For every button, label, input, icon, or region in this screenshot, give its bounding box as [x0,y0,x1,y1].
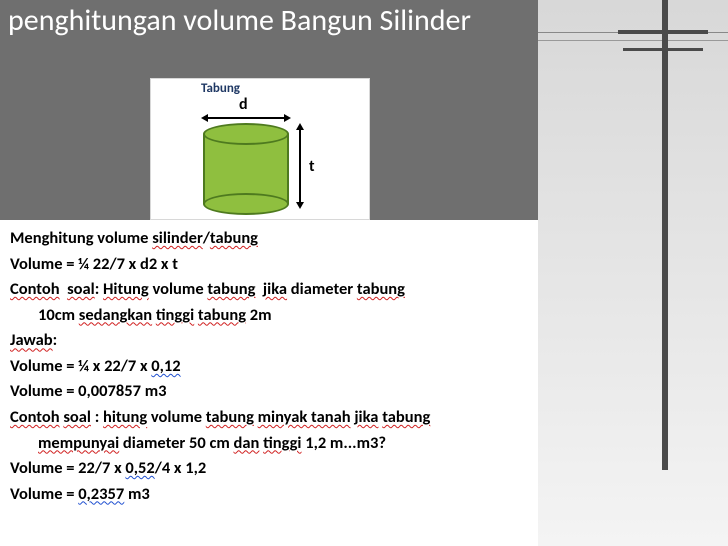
page-title: penghitungan volume Bangun Silinder [8,4,471,39]
line-1: Menghitung volume silinder/tabung [10,226,528,252]
t-arrow-icon [299,125,301,207]
figure-label-t: t [309,157,315,176]
line-7: Volume = 0,007857 m3 [10,379,528,405]
d-arrow-icon [203,117,289,119]
line-6: Volume = ¼ x 22/7 x 0,12 [10,354,528,380]
line-9: mempunyai diameter 50 cm dan tinggi 1,2 … [10,431,528,457]
header-panel: penghitungan volume Bangun Silinder Tabu… [0,0,538,220]
wire [538,40,728,41]
cylinder-top [203,123,289,145]
figure-label-d: d [239,95,248,114]
background-photo [538,0,728,546]
line-10: Volume = 22/7 x 0,52/4 x 1,2 [10,456,528,482]
cylinder-figure: Tabung d t [150,78,370,220]
line-11: Volume = 0,2357 m3 [10,482,528,508]
line-8: Contoh soal : hitung volume tabung minya… [10,405,528,431]
figure-label-tabung: Tabung [201,81,240,96]
line-3: Contoh soal: Hitung volume tabung jika d… [10,277,528,303]
line-5: Jawab: [10,328,528,354]
utility-pole [662,0,668,470]
line-4: 10cm sedangkan tinggi tabung 2m [10,303,528,329]
content-text: Menghitung volume silinder/tabung Volume… [0,220,538,517]
line-2: Volume = ¼ 22/7 x d2 x t [10,252,528,278]
cylinder-bottom [203,193,289,215]
